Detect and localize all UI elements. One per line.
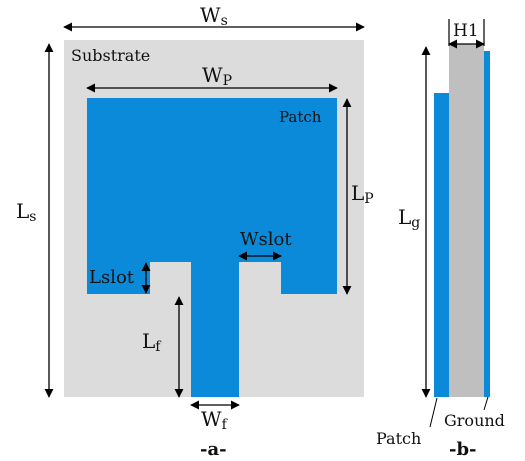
h1-label: H1: [453, 21, 479, 41]
wf-label: Wf: [201, 407, 229, 433]
patch: [87, 98, 337, 397]
caption-a: -a-: [200, 439, 227, 460]
lg-label: Lg: [398, 205, 420, 231]
side-patch-layer: [434, 93, 449, 397]
ws-label: Ws: [200, 3, 228, 29]
patch-label: Patch: [279, 108, 322, 126]
wp-label: WP: [202, 63, 232, 89]
side-substrate: [449, 44, 484, 397]
side-patch-label: Patch: [376, 429, 421, 448]
lp-label: LP: [351, 181, 374, 207]
patch-leader-line: [429, 397, 438, 428]
side-ground-label: Ground: [444, 411, 505, 430]
lslot-label: Lslot: [89, 267, 135, 288]
caption-b: -b-: [449, 439, 477, 460]
wslot-label: Wslot: [240, 229, 292, 250]
side-ground-layer: [484, 51, 490, 397]
ls-label: Ls: [16, 199, 36, 225]
lf-label: Lf: [142, 329, 162, 355]
ground-leader-line: [483, 396, 489, 411]
substrate-label: Substrate: [71, 46, 150, 65]
